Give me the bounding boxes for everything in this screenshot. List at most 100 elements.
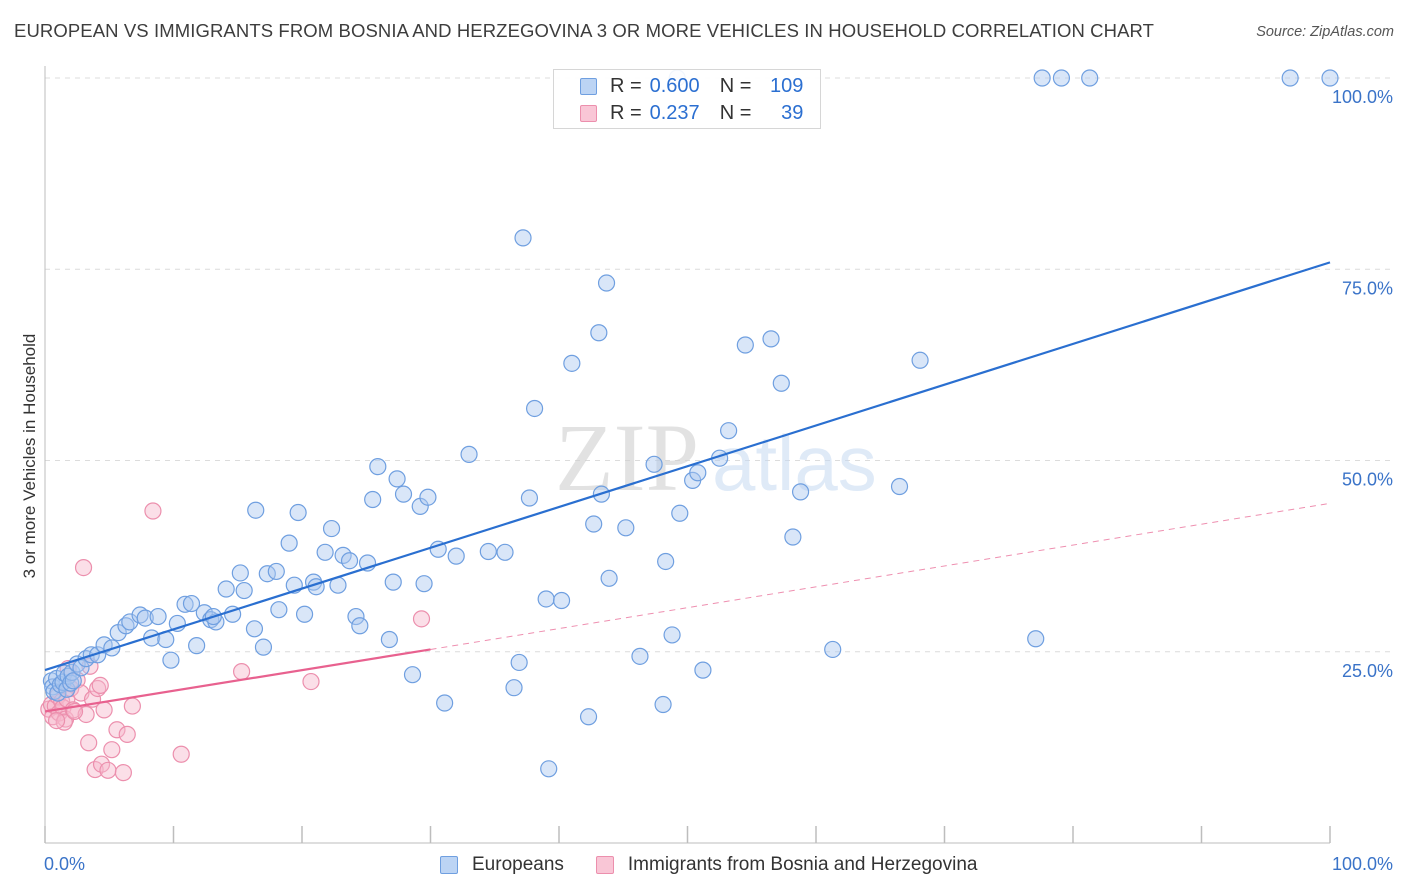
- data-point-immigrants: [99, 761, 117, 779]
- data-point-immigrants: [118, 725, 136, 743]
- data-point-europeans: [1033, 69, 1051, 87]
- stats-r-value: 0.600: [649, 74, 700, 97]
- data-point-immigrants: [302, 672, 320, 691]
- stats-row-immigrants: R = 0.237 N = 39: [580, 100, 803, 126]
- stats-n-label: N =: [719, 74, 752, 97]
- data-point-immigrants: [114, 764, 132, 782]
- data-point-immigrants: [91, 676, 109, 695]
- data-point-europeans: [176, 595, 194, 613]
- data-point-europeans: [322, 519, 341, 538]
- trendline-immigrants: [44, 648, 431, 713]
- data-point-europeans: [195, 604, 213, 622]
- data-point-europeans: [597, 274, 616, 292]
- data-point-europeans: [791, 483, 810, 501]
- data-point-europeans: [384, 573, 402, 591]
- data-point-europeans: [590, 324, 608, 342]
- data-point-europeans: [1081, 69, 1099, 87]
- data-point-europeans: [911, 351, 929, 369]
- legend-label-europeans: Europeans: [472, 854, 564, 875]
- data-point-europeans: [585, 515, 603, 533]
- data-point-europeans: [762, 330, 780, 348]
- data-point-europeans: [772, 374, 790, 392]
- data-point-europeans: [460, 445, 478, 463]
- data-point-europeans: [149, 607, 167, 626]
- data-point-europeans: [631, 647, 649, 665]
- data-point-europeans: [1052, 69, 1071, 87]
- legend-item-europeans[interactable]: Europeans: [440, 854, 564, 876]
- data-point-europeans: [1321, 69, 1339, 87]
- stats-n-label: N =: [719, 101, 752, 124]
- stats-swatch-immigrants: [580, 104, 597, 122]
- data-point-europeans: [579, 708, 598, 726]
- tick-labels: 25.0% 50.0% 75.0% 100.0% 0.0% 100.0%: [44, 87, 1393, 874]
- data-point-europeans: [136, 609, 154, 627]
- data-point-europeans: [235, 581, 253, 600]
- stats-r-value: 0.237: [649, 101, 700, 124]
- data-point-europeans: [447, 547, 465, 565]
- data-point-europeans: [600, 569, 618, 587]
- data-point-europeans: [617, 519, 635, 537]
- data-point-europeans: [280, 534, 298, 552]
- data-point-europeans: [340, 552, 359, 570]
- data-point-europeans: [364, 490, 382, 509]
- y-tick-label: 75.0%: [1342, 278, 1393, 298]
- data-point-europeans: [369, 458, 387, 476]
- data-point-immigrants: [80, 734, 98, 752]
- data-point-europeans: [347, 607, 365, 626]
- data-point-europeans: [419, 488, 437, 506]
- data-point-immigrants: [233, 663, 251, 681]
- data-point-immigrants: [103, 741, 121, 759]
- data-point-immigrants: [74, 558, 93, 577]
- data-point-europeans: [663, 626, 681, 644]
- stats-swatch-europeans: [580, 77, 597, 95]
- data-point-europeans: [429, 540, 447, 558]
- watermark-atlas: atlas: [712, 419, 877, 507]
- legend-swatch-europeans: [440, 856, 458, 874]
- data-point-europeans: [510, 653, 528, 672]
- data-point-europeans: [245, 620, 264, 638]
- data-point-europeans: [1281, 69, 1299, 87]
- data-point-immigrants: [123, 697, 141, 715]
- data-point-europeans: [403, 666, 422, 684]
- data-point-europeans: [694, 661, 712, 679]
- data-point-europeans: [64, 672, 82, 690]
- data-point-europeans: [351, 617, 369, 635]
- data-point-europeans: [479, 542, 497, 561]
- data-point-europeans: [514, 229, 532, 247]
- data-point-europeans: [289, 503, 307, 522]
- data-point-europeans: [720, 422, 738, 440]
- data-point-europeans: [645, 455, 663, 473]
- data-point-immigrants: [144, 502, 162, 520]
- data-point-immigrants: [172, 745, 190, 763]
- data-point-europeans: [736, 336, 754, 354]
- legend-swatch-immigrants: [595, 856, 614, 874]
- data-point-europeans: [162, 651, 180, 669]
- data-point-europeans: [505, 679, 523, 697]
- stats-n-value: 39: [781, 101, 804, 124]
- data-point-europeans: [217, 580, 235, 598]
- legend-item-immigrants[interactable]: Immigrants from Bosnia and Herzegovina: [595, 854, 977, 876]
- x-tick-label: 100.0%: [1332, 854, 1393, 874]
- data-point-europeans: [496, 543, 514, 561]
- stats-r-label: R =: [610, 101, 642, 124]
- data-point-europeans: [657, 552, 675, 571]
- data-point-europeans: [295, 605, 314, 623]
- x-tick-label: 0.0%: [44, 854, 85, 874]
- data-point-europeans: [563, 354, 581, 372]
- trendline-immigrants-extension: [430, 502, 1331, 650]
- data-point-europeans: [824, 640, 842, 659]
- data-point-europeans: [380, 630, 398, 649]
- data-point-europeans: [525, 399, 544, 418]
- data-point-europeans: [267, 562, 285, 581]
- data-point-europeans: [247, 501, 265, 519]
- data-point-europeans: [1027, 630, 1045, 648]
- data-point-europeans: [520, 489, 539, 507]
- data-point-immigrants: [412, 610, 431, 628]
- stats-row-europeans: R = 0.600 N = 109: [580, 73, 803, 99]
- data-point-europeans: [689, 464, 707, 482]
- data-point-europeans: [131, 606, 149, 624]
- data-point-europeans: [784, 528, 802, 546]
- trendline-europeans: [44, 261, 1331, 672]
- data-point-europeans: [188, 637, 206, 655]
